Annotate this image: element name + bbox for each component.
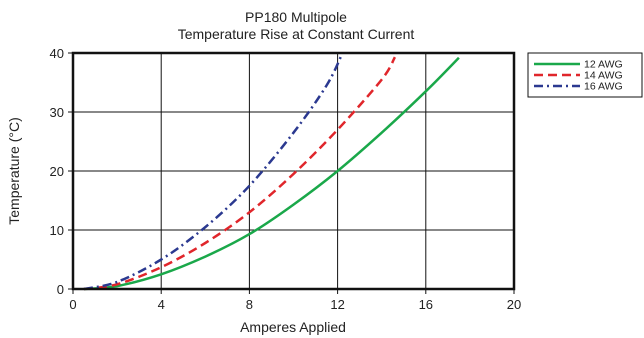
series-line-12-awg <box>83 56 460 291</box>
y-tick-label: 40 <box>50 46 64 61</box>
x-tick-label: 4 <box>158 297 165 312</box>
x-tick-label: 20 <box>507 297 521 312</box>
legend-box <box>527 52 643 98</box>
axis-ticks: 0 4 8 12 16 20 0 10 20 30 40 <box>50 46 522 312</box>
y-tick-label: 0 <box>57 282 64 297</box>
y-axis-label: Temperature (°C) <box>6 117 22 225</box>
series-line-14-awg <box>83 56 397 291</box>
chart-title: PP180 Multipole <box>245 9 347 25</box>
y-tick-label: 20 <box>50 164 64 179</box>
plot-grid <box>73 53 514 289</box>
y-tick-label: 10 <box>50 223 64 238</box>
chart-subtitle: Temperature Rise at Constant Current <box>178 26 415 42</box>
x-tick-label: 0 <box>69 297 76 312</box>
x-tick-label: 16 <box>419 297 433 312</box>
plot-frame <box>71 51 516 291</box>
y-tick-label: 30 <box>50 105 64 120</box>
data-series <box>83 53 460 291</box>
legend-label-12-awg: 12 AWG <box>584 59 623 71</box>
x-tick-label: 12 <box>330 297 344 312</box>
x-tick-label: 8 <box>246 297 253 312</box>
legend-label-16-awg: 16 AWG <box>584 81 623 93</box>
legend-label-14-awg: 14 AWG <box>584 70 623 82</box>
x-axis-label: Amperes Applied <box>240 319 346 335</box>
series-line-16-awg <box>83 53 344 291</box>
